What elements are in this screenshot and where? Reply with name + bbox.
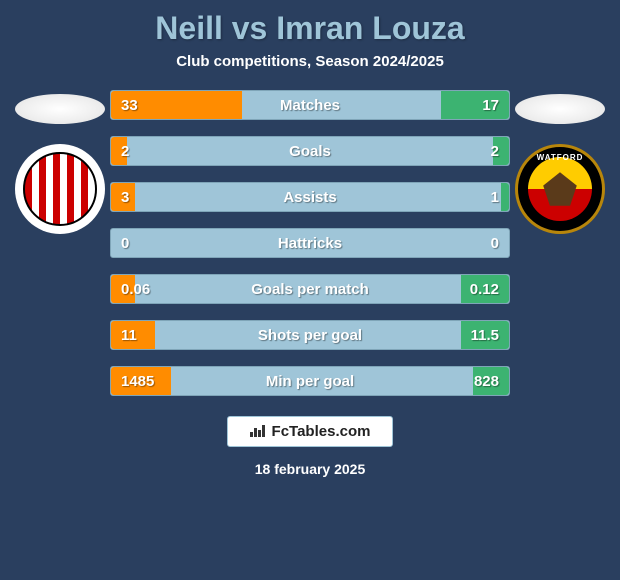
stat-label: Goals per match <box>111 281 509 298</box>
stat-row: 1111.5Shots per goal <box>110 320 510 350</box>
comparison-title: Neill vs Imran Louza <box>155 10 464 47</box>
player-right-photo <box>515 94 605 124</box>
club-badge-right: WATFORD <box>515 144 605 234</box>
stat-label: Min per goal <box>111 373 509 390</box>
stat-label: Shots per goal <box>111 327 509 344</box>
stat-row: 00Hattricks <box>110 228 510 258</box>
stat-label: Hattricks <box>111 235 509 252</box>
stat-bars: 3317Matches 22Goals 31Assists 00Hattricks 0.… <box>110 90 510 396</box>
footer-brand-badge: FcTables.com <box>227 416 394 447</box>
player-left-photo <box>15 94 105 124</box>
player-left-column <box>10 90 110 396</box>
stat-label: Matches <box>111 97 509 114</box>
footer-brand-text: FcTables.com <box>272 423 371 440</box>
stat-row: 0.060.12Goals per match <box>110 274 510 304</box>
comparison-date: 18 february 2025 <box>255 461 366 477</box>
stat-row: 1485828Min per goal <box>110 366 510 396</box>
watford-label: WATFORD <box>518 153 602 162</box>
player-right-column: WATFORD <box>510 90 610 396</box>
season-subtitle: Club competitions, Season 2024/2025 <box>176 53 444 70</box>
chart-icon <box>250 423 266 440</box>
stat-row: 22Goals <box>110 136 510 166</box>
club-badge-left <box>15 144 105 234</box>
stat-row: 31Assists <box>110 182 510 212</box>
stat-label: Goals <box>111 143 509 160</box>
stat-label: Assists <box>111 189 509 206</box>
stat-row: 3317Matches <box>110 90 510 120</box>
stats-area: 3317Matches 22Goals 31Assists 00Hattricks 0.… <box>0 90 620 396</box>
